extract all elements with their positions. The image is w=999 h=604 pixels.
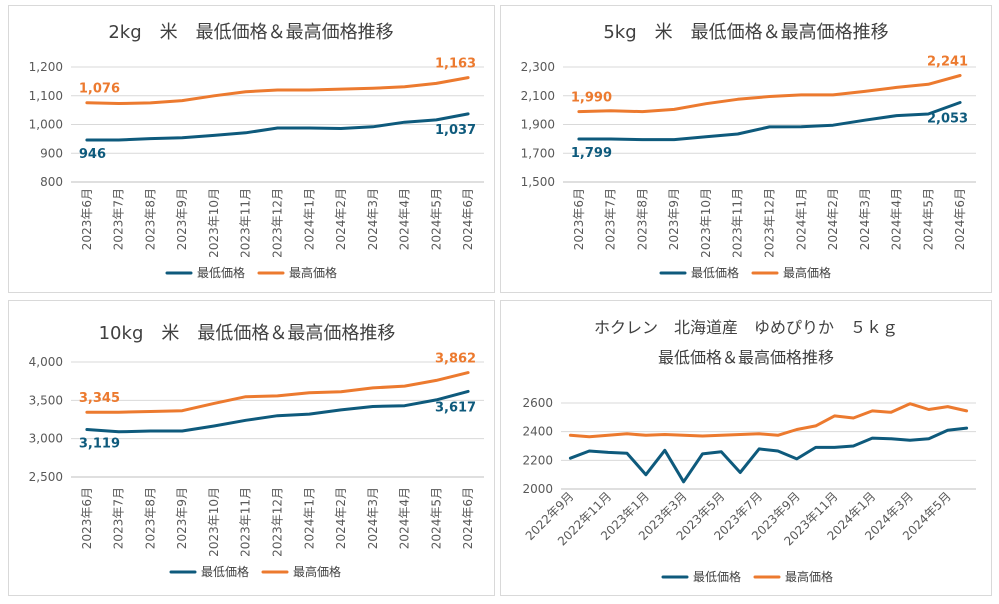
- y-tick-label: 1,500: [521, 175, 555, 189]
- data-label-max-first: 3,345: [79, 391, 120, 406]
- data-label-max-first: 1,990: [571, 91, 612, 106]
- data-label-max-last: 3,862: [435, 352, 476, 367]
- data-label-max-first: 1,076: [79, 82, 120, 97]
- x-tick-label: 2024年3月: [858, 188, 872, 250]
- y-tick-label: 2400: [522, 425, 553, 439]
- y-tick-label: 1,900: [521, 118, 555, 132]
- series-line-max: [577, 74, 962, 114]
- chart-subtitle: 最低価格＆最高価格推移: [658, 348, 834, 367]
- series-line-max: [568, 402, 969, 439]
- x-tick-label: 2024年2月: [334, 188, 348, 250]
- x-tick-label: 2024年6月: [953, 188, 967, 250]
- legend-label-min: 最低価格: [691, 265, 739, 280]
- x-tick-label: 2024年6月: [461, 487, 475, 549]
- legend-label-max: 最高価格: [783, 265, 831, 280]
- x-tick-label: 2024年5月: [429, 188, 443, 250]
- x-tick-label: 2023年9月: [175, 487, 189, 549]
- x-tick-label: 2023年12月: [763, 188, 777, 258]
- x-tick-label: 2024年2月: [334, 487, 348, 549]
- y-tick-label: 2,100: [521, 89, 555, 103]
- chart-panel-5kg: 5kg 米 最低価格＆最高価格推移 1,500 1,700 1,900 2,100 2,…: [500, 5, 992, 293]
- chart-title: 5kg 米 最低価格＆最高価格推移: [603, 22, 888, 43]
- x-tick-label: 2024年1月: [302, 188, 316, 250]
- data-label-min-first: 3,119: [79, 437, 120, 452]
- chart-panel-2kg: 2kg 米 最低価格＆最高価格推移 800 900 1,000 1,100 1,200 2…: [8, 5, 495, 293]
- x-tick-label: 2023年10月: [699, 188, 713, 258]
- legend-label-min: 最低価格: [197, 265, 245, 280]
- x-tick-label: 2023年11月: [239, 188, 253, 258]
- data-label-min-first: 1,799: [571, 146, 612, 161]
- x-tick-label: 2023年8月: [143, 188, 157, 250]
- x-tick-label: 2024年1月: [302, 487, 316, 549]
- x-tick-label: 2023年10月: [207, 188, 221, 258]
- y-tick-label: 4,000: [29, 355, 63, 369]
- series-line-min: [85, 389, 470, 434]
- x-tick-label: 2024年2月: [826, 188, 840, 250]
- legend-label-max: 最高価格: [785, 569, 833, 584]
- data-label-max-last: 2,241: [927, 54, 968, 69]
- chart-title: ホクレン 北海道産 ゆめぴりか ５ｋｇ: [594, 318, 898, 337]
- chart-5kg: 5kg 米 最低価格＆最高価格推移 1,500 1,700 1,900 2,100 2,…: [521, 22, 976, 280]
- y-tick-label: 1,100: [29, 89, 63, 103]
- x-tick-label: 2023年6月: [572, 188, 586, 250]
- x-tick-label: 2023年6月: [80, 188, 94, 250]
- y-tick-label: 1,200: [29, 60, 63, 74]
- x-tick-label: 2023年7月: [112, 188, 126, 250]
- x-tick-label: 2023年12月: [271, 188, 285, 258]
- legend-label-min: 最低価格: [201, 564, 249, 579]
- chart-yumepirika: ホクレン 北海道産 ゆめぴりか ５ｋｇ 最低価格＆最高価格推移 2000 2200…: [522, 318, 976, 584]
- x-tick-label: 2023年6月: [80, 487, 94, 549]
- x-tick-label: 2024年4月: [398, 188, 412, 250]
- chart-panel-10kg: 10kg 米 最低価格＆最高価格推移 2,500 3,000 3,500 4,000 2…: [8, 300, 495, 596]
- legend-label-max: 最高価格: [293, 564, 341, 579]
- x-tick-label: 2023年11月: [239, 487, 253, 557]
- y-tick-label: 2,300: [521, 60, 555, 74]
- legend-label-min: 最低価格: [693, 569, 741, 584]
- chart-title: 2kg 米 最低価格＆最高価格推移: [108, 22, 393, 43]
- x-tick-label: 2024年5月: [429, 487, 443, 549]
- x-tick-label: 2023年9月: [175, 188, 189, 250]
- data-label-min-last: 3,617: [435, 400, 476, 415]
- data-label-min-first: 946: [79, 147, 106, 162]
- data-label-max-last: 1,163: [435, 57, 476, 72]
- x-tick-label: 2023年7月: [112, 487, 126, 549]
- y-tick-label: 2600: [522, 396, 553, 410]
- y-tick-label: 3,500: [29, 393, 63, 407]
- y-tick-label: 3,000: [29, 432, 63, 446]
- x-tick-label: 2024年1月: [794, 188, 808, 250]
- y-tick-label: 800: [40, 175, 63, 189]
- y-tick-label: 2,500: [29, 470, 63, 484]
- x-tick-label: 2023年11月: [731, 188, 745, 258]
- chart-panel-yumepirika: ホクレン 北海道産 ゆめぴりか ５ｋｇ 最低価格＆最高価格推移 2000 2200…: [500, 300, 992, 596]
- data-label-min-last: 1,037: [435, 123, 476, 138]
- x-tick-label: 2023年7月: [604, 188, 618, 250]
- series-line-min: [85, 112, 470, 142]
- chart-10kg: 10kg 米 最低価格＆最高価格推移 2,500 3,000 3,500 4,000 2…: [29, 323, 484, 579]
- x-tick-label: 2023年8月: [143, 487, 157, 549]
- data-label-min-last: 2,053: [927, 112, 968, 127]
- x-tick-label: 2023年10月: [207, 487, 221, 557]
- x-tick-label: 2023年8月: [635, 188, 649, 250]
- y-tick-label: 900: [40, 146, 63, 160]
- series-line-min: [568, 426, 969, 484]
- series-line-min: [577, 101, 962, 142]
- y-tick-label: 2000: [522, 482, 553, 496]
- x-tick-label: 2024年4月: [890, 188, 904, 250]
- x-tick-label: 2024年3月: [366, 188, 380, 250]
- y-tick-label: 2200: [522, 453, 553, 467]
- chart-2kg: 2kg 米 最低価格＆最高価格推移 800 900 1,000 1,100 1,200 2…: [29, 22, 484, 280]
- x-tick-label: 2024年4月: [398, 487, 412, 549]
- x-tick-label: 2024年6月: [461, 188, 475, 250]
- series-line-max: [85, 76, 470, 105]
- x-tick-label: 2023年12月: [271, 487, 285, 557]
- series-line-max: [85, 371, 470, 414]
- x-tick-label: 2023年9月: [667, 188, 681, 250]
- chart-title: 10kg 米 最低価格＆最高価格推移: [99, 323, 396, 344]
- x-tick-label: 2024年3月: [366, 487, 380, 549]
- y-tick-label: 1,700: [521, 146, 555, 160]
- y-tick-label: 1,000: [29, 118, 63, 132]
- legend-label-max: 最高価格: [289, 265, 337, 280]
- x-tick-label: 2024年5月: [921, 188, 935, 250]
